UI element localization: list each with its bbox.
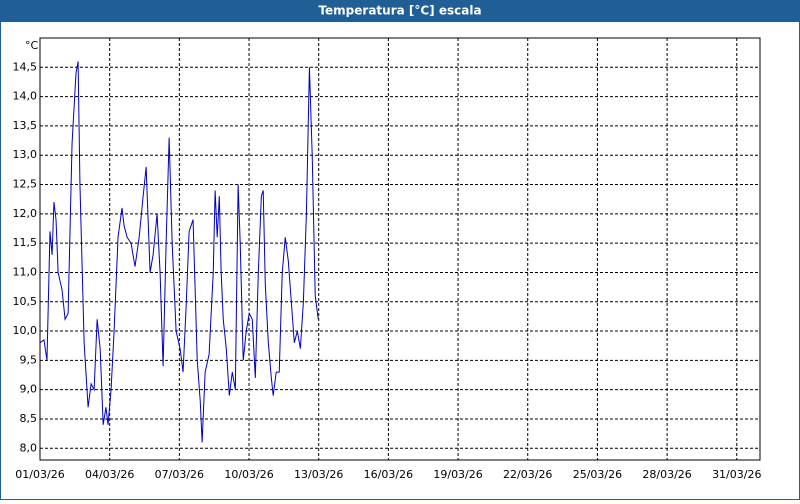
y-tick-label: 8,0	[20, 441, 38, 454]
x-tick-label: 13/03/26	[294, 468, 343, 481]
y-tick-label: 10,5	[13, 295, 38, 308]
x-tick-label: 01/03/26	[15, 468, 64, 481]
x-tick-label: 07/03/26	[155, 468, 204, 481]
x-tick-label: 04/03/26	[85, 468, 134, 481]
y-tick-label: 13,0	[13, 148, 38, 161]
chart-title: Temperatura [°C] escala	[318, 4, 481, 18]
data-line	[39, 61, 319, 443]
plot-frame	[39, 37, 761, 461]
y-tick-label: 12,0	[13, 207, 38, 220]
title-bar	[0, 0, 800, 22]
y-tick-label: 14,0	[13, 90, 38, 103]
x-tick-label: 25/03/26	[573, 468, 622, 481]
x-tick-label: 31/03/26	[712, 468, 761, 481]
y-tick-label: 14,5	[13, 60, 38, 73]
y-tick-label: 9,5	[20, 353, 38, 366]
x-tick-label: 28/03/26	[642, 468, 691, 481]
y-tick-label: 9,0	[20, 383, 38, 396]
y-tick-label: 8,5	[20, 412, 38, 425]
y-unit: °C	[25, 39, 39, 52]
y-tick-label: 11,0	[13, 265, 38, 278]
y-tick-label: 12,5	[13, 178, 38, 191]
x-tick-label: 19/03/26	[433, 468, 482, 481]
y-tick-label: 10,0	[13, 324, 38, 337]
x-tick-label: 22/03/26	[503, 468, 552, 481]
y-tick-label: 11,5	[13, 236, 38, 249]
y-tick-label: 13,5	[13, 119, 38, 132]
x-tick-label: 10/03/26	[224, 468, 273, 481]
x-tick-label: 16/03/26	[364, 468, 413, 481]
